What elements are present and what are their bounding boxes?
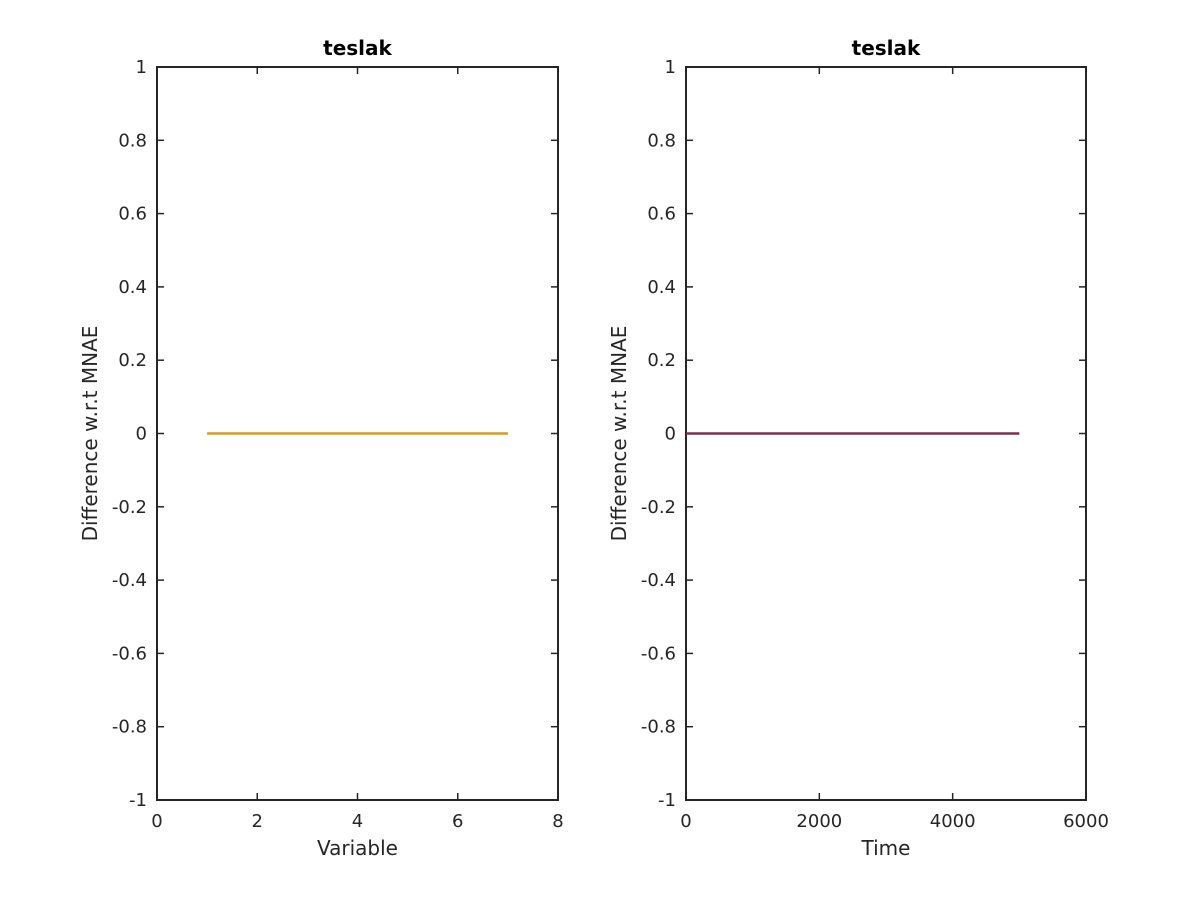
- y-tick-label: 0.4: [647, 277, 676, 298]
- y-tick-label: -0.8: [112, 717, 147, 738]
- y-tick-label: -0.6: [641, 643, 676, 664]
- y-tick-label: 0: [665, 424, 676, 445]
- y-axis-label: Difference w.r.t MNAE: [607, 326, 631, 542]
- y-tick-label: 0.4: [118, 277, 147, 298]
- x-tick-label: 0: [680, 811, 691, 832]
- x-axis-label: Time: [861, 836, 911, 860]
- x-tick-label: 6: [452, 811, 463, 832]
- chart-time: teslak Time Difference w.r.t MNAE 0 2000 4…: [607, 36, 1109, 860]
- y-tick-label: 0: [136, 424, 147, 445]
- x-tick-label: 6000: [1063, 811, 1109, 832]
- y-tick-label: 0.2: [118, 350, 147, 371]
- y-tick-label: 0.8: [647, 130, 676, 151]
- y-tick-label: 0.6: [118, 204, 147, 225]
- y-tick-label: -0.4: [112, 570, 147, 591]
- x-tick-label: 2: [252, 811, 263, 832]
- y-tick-label: -0.6: [112, 643, 147, 664]
- x-axis-label: Variable: [317, 836, 398, 860]
- x-tick-label: 2000: [796, 811, 842, 832]
- y-tick-label: 1: [665, 57, 676, 78]
- y-tick-label: -0.8: [641, 717, 676, 738]
- y-tick-label: 0.2: [647, 350, 676, 371]
- x-tick-label: 8: [552, 811, 563, 832]
- y-axis-label: Difference w.r.t MNAE: [78, 326, 102, 542]
- chart-title: teslak: [852, 36, 921, 60]
- y-tick-label: -0.4: [641, 570, 676, 591]
- x-tick-label: 4000: [930, 811, 976, 832]
- y-tick-label: -1: [129, 790, 147, 811]
- y-tick-label: 1: [136, 57, 147, 78]
- y-tick-label: 0.8: [118, 130, 147, 151]
- chart-variable: teslak Variable Difference w.r.t MNAE 0 2…: [78, 36, 564, 860]
- y-tick-label: -1: [658, 790, 676, 811]
- x-tick-label: 0: [151, 811, 162, 832]
- y-tick-label: 0.6: [647, 204, 676, 225]
- x-tick-label: 4: [352, 811, 363, 832]
- y-tick-label: -0.2: [112, 497, 147, 518]
- chart-title: teslak: [323, 36, 392, 60]
- y-tick-label: -0.2: [641, 497, 676, 518]
